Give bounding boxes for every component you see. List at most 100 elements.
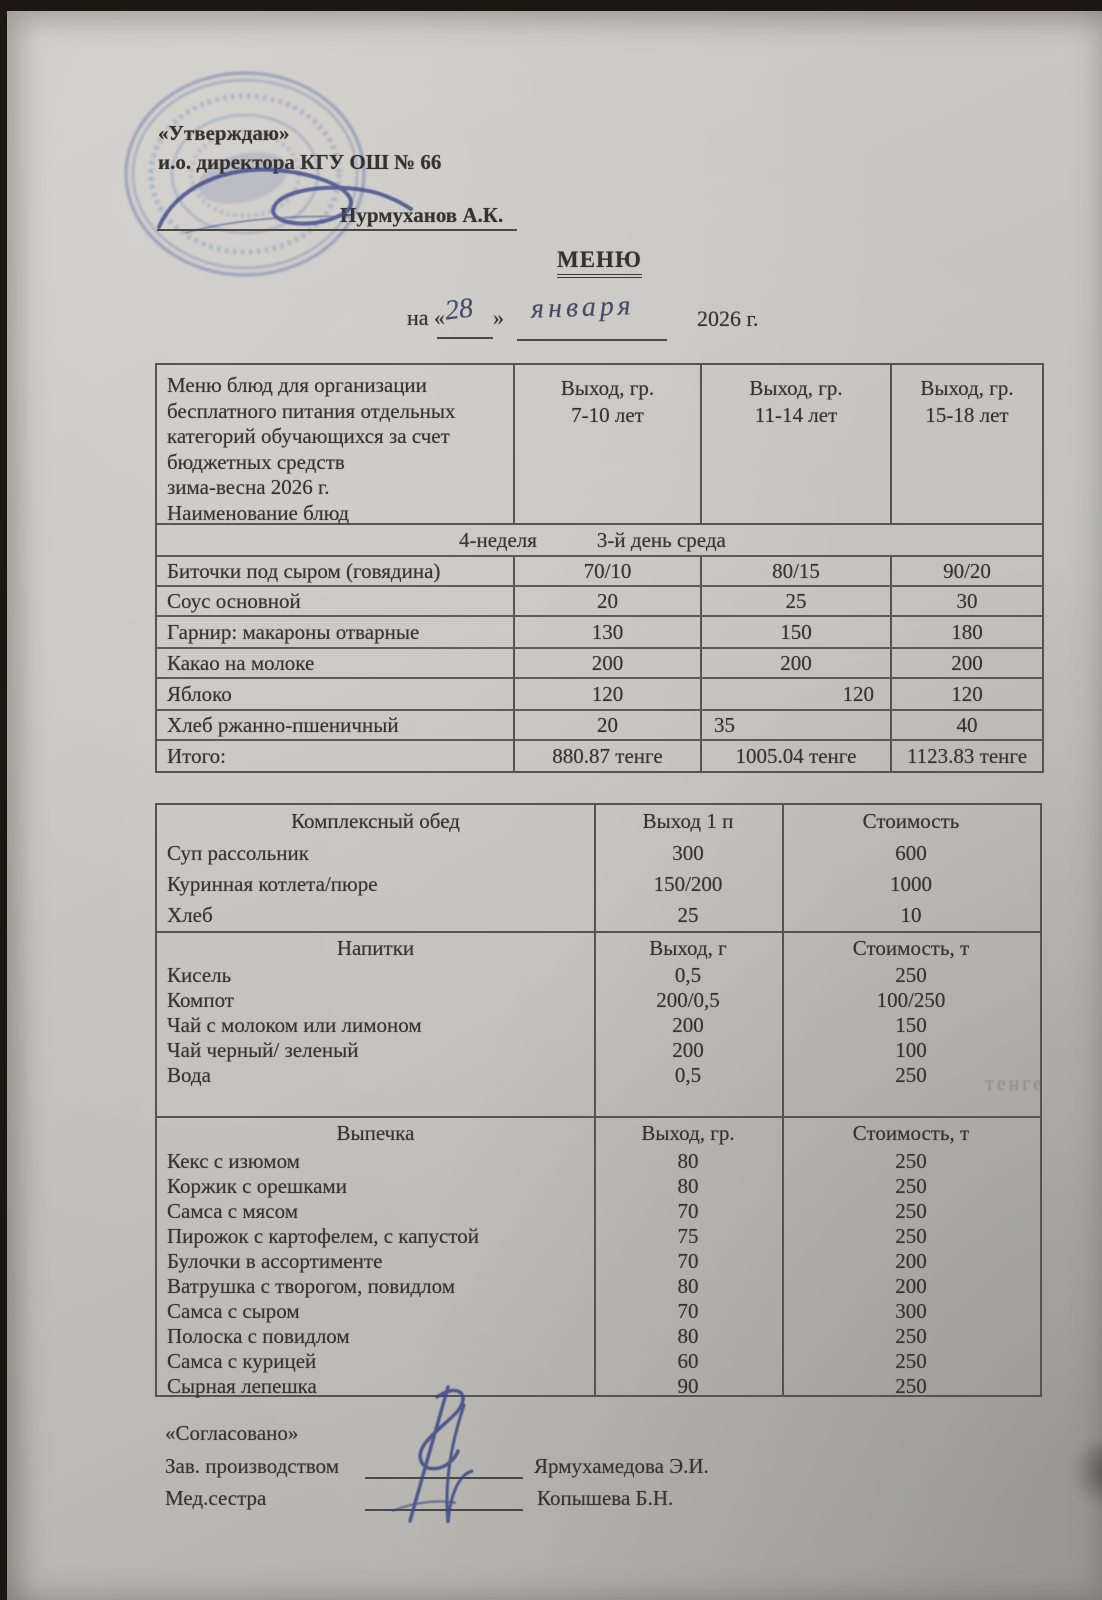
item-out: 70 <box>677 1249 699 1273</box>
item-name: Кекс с изюмом <box>167 1149 300 1173</box>
col-header-line2: 11-14 лет <box>754 403 838 427</box>
col-header-line1: Выход, гр. <box>749 376 843 400</box>
photo-shadow-smudge <box>1069 1443 1102 1513</box>
nurse-role: Мед.сестра <box>165 1486 267 1510</box>
section-header-row: Комплексный обед Выход 1 п Стоимость <box>157 805 1040 838</box>
col-header-line2: 7-10 лет <box>571 403 644 427</box>
portion-7-10: 70/10 <box>513 557 700 585</box>
footer-signature-ink <box>391 1385 474 1524</box>
section-col3-header: Стоимость, т <box>852 935 970 960</box>
director-title-line: и.о. директора КГУ ОШ № 66 <box>158 150 442 174</box>
item-out: 70 <box>677 1199 699 1223</box>
day-label: 3-й день среда <box>596 527 726 552</box>
menu-title: МЕНЮ <box>557 247 642 278</box>
approve-label: «Утверждаю» <box>158 121 290 145</box>
dish-name: Хлеб ржанно-пшеничный <box>167 712 399 737</box>
item-price: 200 <box>895 1274 927 1298</box>
item-name: Чай черный/ зеленый <box>167 1038 359 1062</box>
item-name: Булочки в ассортименте <box>167 1249 383 1273</box>
nurse-name: Копышева Б.Н. <box>537 1486 674 1510</box>
portion-7-10: 130 <box>513 617 700 647</box>
list-item: Кисель 0,5 250 <box>157 963 1040 988</box>
list-item: Чай черный/ зеленый 200 100 <box>157 1038 1040 1063</box>
portion-7-10: 20 <box>513 587 700 615</box>
item-out: 300 <box>672 841 704 865</box>
item-price: 100 <box>895 1038 927 1062</box>
director-signature-ink <box>157 167 413 234</box>
total-row: Итого: 880.87 тенге 1005.04 тенге 1123.8… <box>157 739 1042 771</box>
item-out: 200 <box>672 1038 704 1062</box>
table-row: Соус основной 20 25 30 <box>157 585 1042 615</box>
week-label: 4-неделя <box>459 527 537 552</box>
item-name: Полоска с повидлом <box>167 1324 350 1348</box>
item-out: 75 <box>677 1224 699 1248</box>
item-price: 250 <box>895 1149 927 1173</box>
item-out: 200/0,5 <box>656 988 720 1012</box>
item-price: 10 <box>900 903 922 927</box>
list-item: Хлеб 25 10 <box>157 900 1040 931</box>
table-vertical-line <box>594 805 596 1395</box>
dish-name: Биточки под сыром (говядина) <box>167 558 441 583</box>
dish-name: Какао на молоке <box>167 650 315 675</box>
list-item: Вода 0,5 250 <box>157 1063 1040 1088</box>
item-out: 25 <box>677 903 699 927</box>
date-day-underline <box>437 321 493 339</box>
col-header-15-18: Выход, гр. 15-18 лет <box>890 365 1042 523</box>
item-out: 200 <box>672 1013 704 1037</box>
table-row: Гарнир: макароны отварные 130 150 180 <box>157 615 1042 647</box>
item-price: 250 <box>895 1324 927 1348</box>
item-name: Самса с сыром <box>167 1299 300 1323</box>
date-close-quote: » <box>493 305 504 330</box>
item-name: Вода <box>167 1063 211 1087</box>
section-col3-header: Стоимость <box>862 809 960 833</box>
section-lunch: Комплексный обед Выход 1 п Стоимость Суп… <box>157 805 1040 931</box>
extras-table: Комплексный обед Выход 1 п Стоимость Суп… <box>155 803 1042 1399</box>
col-header-7-10: Выход, гр. 7-10 лет <box>513 365 700 523</box>
list-item: Самса с мясом 70 250 <box>157 1199 1040 1224</box>
item-price: 300 <box>895 1299 927 1323</box>
list-item: Полоска с повидлом 80 250 <box>157 1324 1040 1349</box>
item-name: Суп рассольник <box>167 841 309 865</box>
item-name: Коржик с орешками <box>167 1174 347 1198</box>
director-signature-line <box>157 211 517 231</box>
list-item: Ватрушка с творогом, повидлом 80 200 <box>157 1274 1040 1299</box>
paper: «Утверждаю» и.о. директора КГУ ОШ № 66 Н… <box>7 11 1102 1600</box>
item-price: 250 <box>895 1349 927 1373</box>
section-title: Напитки <box>336 935 415 960</box>
empty-band <box>157 1088 1040 1116</box>
section-bakery: Выпечка Выход, гр. Стоимость, т Кекс с и… <box>157 1116 1040 1399</box>
col-header-line2: 15-18 лет <box>925 403 1009 427</box>
list-item: Кекс с изюмом 80 250 <box>157 1149 1040 1174</box>
portion-15-18: 200 <box>890 649 1042 677</box>
portion-15-18: 30 <box>890 587 1042 615</box>
col-header-line1: Выход, гр. <box>560 376 655 400</box>
list-item: Коржик с орешками 80 250 <box>157 1174 1040 1199</box>
director-name: Нурмуханов А.К. <box>340 203 504 227</box>
portion-11-14: 120 <box>700 679 890 709</box>
section-header-row: Выпечка Выход, гр. Стоимость, т <box>157 1118 1040 1149</box>
col-header-line1: Выход, гр. <box>920 376 1014 400</box>
portion-11-14: 35 <box>700 711 890 739</box>
total-label: Итого: <box>167 743 226 768</box>
week-day-band: 4-неделя 3-й день среда <box>157 523 1042 555</box>
section-title: Выпечка <box>336 1121 415 1145</box>
list-item: Компот 200/0,5 100/250 <box>157 988 1040 1013</box>
item-price: 1000 <box>890 872 932 896</box>
list-item: Чай с молоком или лимоном 200 150 <box>157 1013 1040 1038</box>
item-out: 80 <box>677 1149 699 1173</box>
item-price: 250 <box>895 1199 927 1223</box>
item-price: 250 <box>895 963 927 987</box>
table-row: Яблоко 120 120 120 <box>157 677 1042 709</box>
item-price: 250 <box>895 1374 927 1398</box>
list-item: Булочки в ассортименте 70 200 <box>157 1249 1040 1274</box>
item-name: Кисель <box>167 963 232 987</box>
production-manager-role: Зав. производством <box>165 1454 340 1478</box>
item-out: 90 <box>677 1374 699 1398</box>
portion-11-14: 80/15 <box>700 557 890 585</box>
item-price: 100/250 <box>876 988 946 1012</box>
item-name: Сырная лепешка <box>167 1374 317 1398</box>
item-out: 0,5 <box>674 1063 702 1087</box>
menu-description-header: Меню блюд для организации бесплатного пи… <box>167 373 456 525</box>
section-title: Комплексный обед <box>291 809 460 833</box>
